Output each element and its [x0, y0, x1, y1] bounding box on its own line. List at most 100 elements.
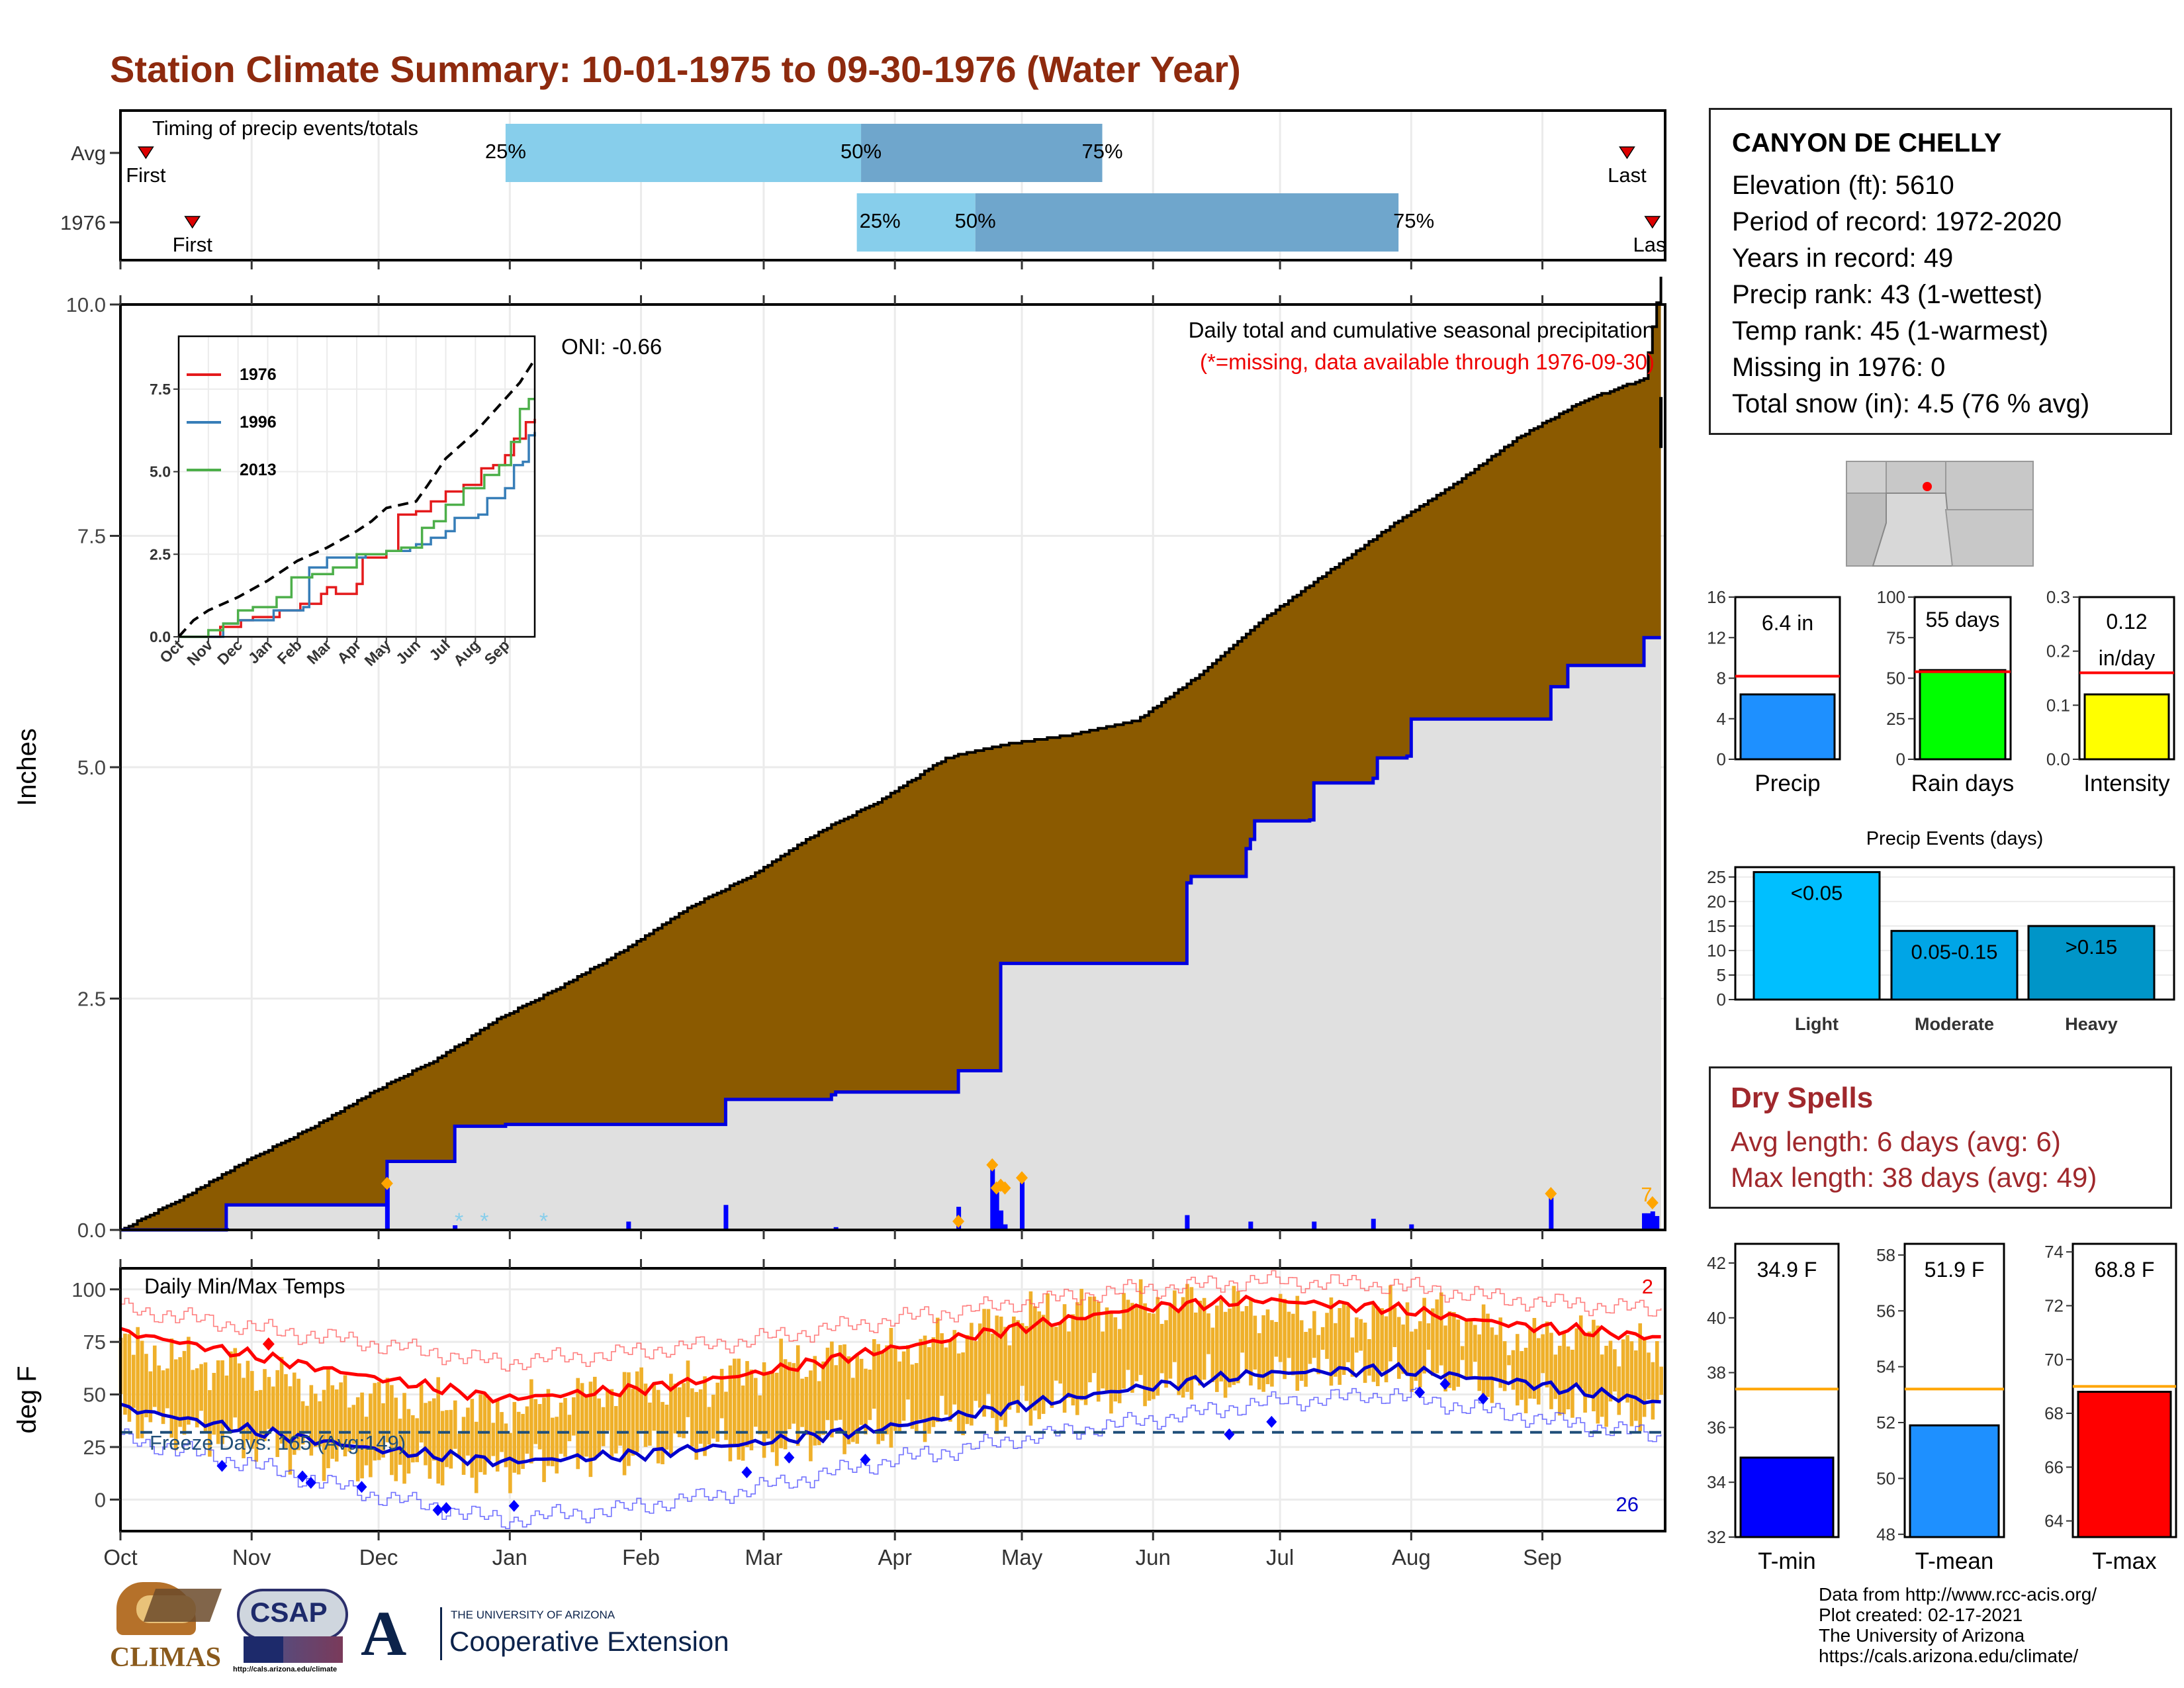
temp-daily-bar	[461, 1417, 466, 1475]
dry-spells-heading: Dry Spells	[1731, 1082, 1874, 1114]
record-low-marker	[860, 1454, 871, 1466]
temp-daily-bar	[563, 1397, 567, 1457]
temp-daily-bar	[1109, 1312, 1113, 1414]
precip-total-bar	[1739, 693, 1836, 761]
oni-label: ONI: -0.66	[561, 334, 662, 359]
temp-daily-bar	[669, 1374, 673, 1454]
temp-daily-bar	[792, 1363, 796, 1424]
temp-daily-bar	[901, 1351, 906, 1421]
temp-daily-bar	[1342, 1303, 1346, 1375]
timing-q50-label: 50%	[955, 209, 996, 232]
temp-daily-bar	[1092, 1296, 1097, 1374]
events-bar-label: >0.15	[2066, 935, 2117, 959]
temp-daily-bar	[783, 1359, 788, 1450]
climas-logo: CLIMAS	[110, 1582, 222, 1681]
temp-daily-bar	[1570, 1350, 1574, 1418]
temp-daily-bar	[1350, 1337, 1355, 1377]
temp-daily-bar	[872, 1339, 876, 1409]
temp-daily-bar	[1392, 1307, 1397, 1348]
temp-daily-bar	[424, 1403, 428, 1466]
timing-first-marker	[184, 216, 201, 229]
temp-daily-bar	[1126, 1299, 1130, 1370]
temp-max-bar	[2077, 1391, 2172, 1538]
temp-daily-bar	[173, 1359, 178, 1450]
temp-daily-bar	[698, 1389, 703, 1444]
events-y-tick-label: 25	[1707, 867, 1726, 887]
temp-daily-bar	[347, 1407, 351, 1452]
temp-mean-y-tick-label: 52	[1876, 1413, 1895, 1432]
timing-first-label: First	[126, 164, 166, 187]
temp-daily-bar	[1147, 1313, 1152, 1401]
temp-daily-bar	[360, 1392, 364, 1479]
temp-min-value-label: 34.9 F	[1757, 1258, 1817, 1282]
timing-q25-label: 25%	[860, 209, 901, 232]
precip-daily-bar	[453, 1225, 458, 1230]
temp-daily-bar	[906, 1345, 910, 1400]
temp-daily-bar	[1414, 1329, 1418, 1381]
temp-daily-bar	[1253, 1315, 1257, 1370]
temp-daily-bar	[774, 1372, 779, 1466]
temp-daily-bar	[610, 1389, 614, 1458]
temp-daily-bar	[436, 1377, 440, 1484]
month-label: Oct	[103, 1545, 137, 1570]
temp-daily-bar	[686, 1360, 690, 1417]
temp-daily-bar	[1079, 1289, 1083, 1401]
temp-daily-bar	[1219, 1299, 1223, 1382]
temp-daily-bar	[1536, 1338, 1541, 1405]
temp-daily-bar	[402, 1393, 406, 1484]
temp-mean-y-tick-label: 58	[1876, 1245, 1895, 1265]
csap-logo-url: http://cals.arizona.edu/climate	[233, 1665, 338, 1673]
record-low-marker	[1414, 1386, 1426, 1399]
temp-record-max-line	[120, 1270, 1662, 1372]
timing-last-marker	[1644, 216, 1661, 229]
precip-daily-bar	[990, 1168, 995, 1230]
precip-daily-bar	[385, 1187, 390, 1230]
temp-daily-bar	[1604, 1346, 1608, 1427]
temp-daily-bar	[288, 1386, 293, 1475]
month-label: Dec	[359, 1545, 398, 1570]
temp-daily-bar	[254, 1391, 259, 1462]
temp-daily-bar	[1265, 1309, 1270, 1385]
temp-daily-bar	[1528, 1327, 1532, 1399]
temp-daily-bar	[1291, 1313, 1295, 1376]
temp-daily-bar	[144, 1354, 148, 1418]
precip-y-tick-label: 2.5	[77, 988, 106, 1011]
temp-mean-y-tick-label: 50	[1876, 1468, 1895, 1488]
precip-avg-line	[120, 277, 1662, 1231]
ua-small-text: THE UNIVERSITY OF ARIZONA	[451, 1609, 615, 1621]
temp-daily-bar	[859, 1358, 864, 1425]
temp-daily-bar	[1422, 1297, 1426, 1374]
rain-days-y-tick-label: 75	[1886, 628, 1905, 647]
temp-daily-bar	[1105, 1307, 1109, 1391]
temp-daily-bar	[1160, 1323, 1164, 1374]
temp-daily-bar	[453, 1400, 457, 1449]
temp-daily-bar	[914, 1363, 919, 1431]
temp-daily-bar	[1647, 1352, 1651, 1400]
temp-daily-bar	[1651, 1362, 1655, 1420]
precip-event-marker	[381, 1176, 393, 1190]
temp-daily-bar	[711, 1394, 715, 1439]
temp-daily-bar	[639, 1367, 643, 1431]
temp-daily-bar	[1236, 1291, 1240, 1383]
temp-daily-bar	[1028, 1291, 1033, 1426]
intensity-y-tick-label: 0.2	[2046, 641, 2070, 661]
precip-event-marker	[1016, 1171, 1028, 1185]
temp-daily-bar	[533, 1399, 538, 1444]
temp-daily-bar	[707, 1407, 711, 1445]
temp-daily-bar	[1194, 1312, 1198, 1380]
timing-bar-q50-q75	[861, 124, 1103, 182]
temp-y-tick-label: 75	[83, 1331, 106, 1354]
temp-daily-bar	[682, 1383, 686, 1438]
temp-daily-bar	[123, 1333, 127, 1415]
temp-daily-bar	[584, 1397, 588, 1457]
temp-daily-bar	[279, 1356, 284, 1444]
temp-daily-bar	[415, 1418, 420, 1462]
temp-daily-bar	[169, 1338, 174, 1438]
temp-daily-bar	[1270, 1320, 1274, 1387]
temp-min-y-tick-label: 42	[1707, 1253, 1726, 1273]
temp-daily-bar	[1113, 1317, 1118, 1402]
temp-daily-bar	[491, 1423, 496, 1456]
temp-daily-bar	[406, 1409, 411, 1474]
temp-y-tick-label: 100	[71, 1278, 106, 1301]
temp-daily-bar	[643, 1383, 648, 1447]
